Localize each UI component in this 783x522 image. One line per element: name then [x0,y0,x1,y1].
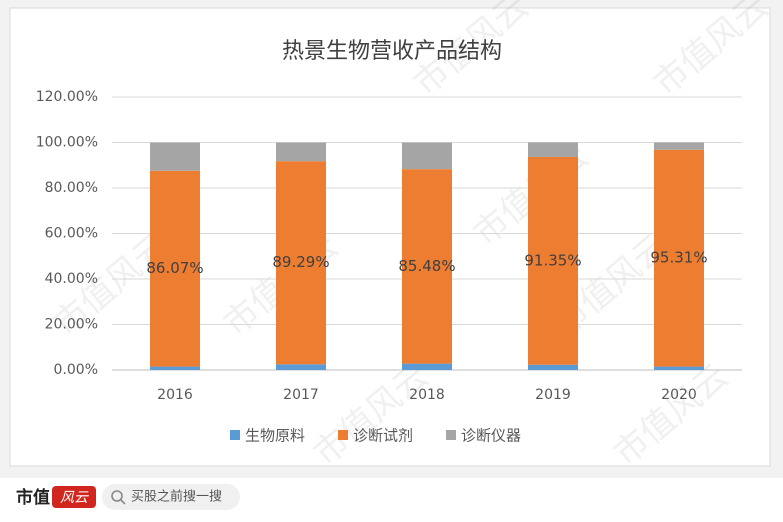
bar-segment [276,161,326,365]
search-text: 买股之前搜一搜 [131,489,222,505]
bar-segment [528,364,578,370]
y-tick-label: 100.00% [36,135,98,151]
x-tick-label: 2017 [283,387,319,403]
legend-swatch [338,430,348,440]
bar-segment [150,170,200,367]
y-tick-label: 80.00% [45,180,98,196]
x-tick-label: 2016 [157,387,193,403]
legend-swatch [230,430,240,440]
bar-segment [528,156,578,365]
bar-segment [402,169,452,364]
y-tick-label: 0.00% [54,362,98,378]
data-label: 91.35% [524,251,581,269]
bar-segment [654,142,704,150]
x-tick-label: 2019 [535,387,571,403]
chart-panel [9,7,771,467]
bar-segment [276,364,326,370]
search-icon [111,490,123,502]
logo: 市值 [16,487,50,508]
search-box[interactable] [102,484,240,510]
bar-segment [528,142,578,157]
x-tick-label: 2018 [409,387,445,403]
y-tick-label: 60.00% [45,226,98,242]
bar-segment [276,142,326,162]
bar-segment [150,366,200,370]
bar-segment [402,363,452,370]
y-tick-label: 40.00% [45,271,98,287]
data-label: 95.31% [650,249,707,267]
data-label: 86.07% [146,259,203,277]
plot: 0.00% 20.00% 40.00% 60.00% 80.00% 100.00% 120.… [36,89,742,445]
data-label: 89.29% [272,253,329,271]
legend-label: 生物原料 [245,427,305,445]
y-tick-label: 20.00% [45,317,98,333]
search-icon-handle [120,499,126,505]
x-tick-label: 2020 [661,387,697,403]
bar-segment [402,142,452,170]
legend-swatch [446,430,456,440]
legend-label: 诊断试剂 [353,427,413,445]
bar-segment [150,142,200,171]
logo-mark-bg [52,486,96,508]
bar-segment [654,366,704,370]
legend-label: 诊断仪器 [461,427,521,445]
chart-title: 热景生物营收产品结构 [282,39,502,64]
logo-mark: 风云 [60,490,89,506]
data-label: 85.48% [398,257,455,275]
y-tick-label: 120.00% [36,89,98,105]
bar-segment [654,149,704,367]
